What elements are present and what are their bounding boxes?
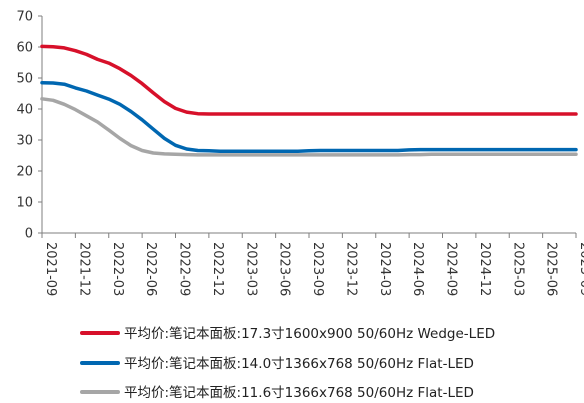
x-tick-label: 2024-03: [377, 242, 392, 296]
x-tick-label: 2021-09: [43, 242, 58, 296]
y-tick-label: 20: [16, 165, 33, 180]
x-tick-label: 2022-09: [177, 242, 192, 296]
x-tick-label: 2024-09: [444, 242, 459, 296]
legend-label-2: 平均价:笔记本面板:14.0寸1366x768 50/60Hz Flat-LED: [124, 356, 474, 372]
x-tick-label: 2022-06: [143, 242, 158, 296]
x-tick-label: 2024-06: [410, 242, 425, 296]
y-tick-label: 10: [16, 196, 33, 211]
x-tick-label: 2025-03: [510, 242, 525, 296]
x-tick-label: 2023-12: [343, 242, 358, 296]
series-line-2: [40, 80, 578, 153]
x-tick-label: 2025-06: [544, 242, 559, 296]
legend-label-1: 平均价:笔记本面板:17.3寸1600x900 50/60Hz Wedge-LE…: [124, 326, 495, 342]
y-tick-label: 40: [16, 103, 33, 118]
x-tick-label: 2025-09: [577, 242, 584, 296]
x-tick-label: 2023-06: [277, 242, 292, 296]
series-layer: [40, 44, 578, 157]
y-tick-label: 50: [16, 72, 33, 87]
y-tick-label: 30: [16, 134, 33, 149]
legend: 平均价:笔记本面板:17.3寸1600x900 50/60Hz Wedge-LE…: [80, 326, 495, 401]
series-line-3: [40, 97, 578, 157]
y-axis: 0 10 20 30 40 50 60 70: [16, 10, 43, 242]
x-tick-label: 2022-03: [110, 242, 125, 296]
x-tick-label: 2022-12: [210, 242, 225, 296]
y-tick-label: 0: [25, 227, 33, 242]
x-tick-label: 2021-12: [76, 242, 91, 296]
legend-label-3: 平均价:笔记本面板:11.6寸1366x768 50/60Hz Flat-LED: [124, 385, 474, 401]
x-tick-label: 2024-12: [477, 242, 492, 296]
x-axis: 2021-09 2021-12 2022-03 2022-06 2022-09 2022-…: [41, 232, 584, 296]
y-tick-label: 60: [16, 41, 33, 56]
x-tick-label: 2023-09: [310, 242, 325, 296]
y-tick-label: 70: [16, 10, 33, 25]
series-line-1: [40, 44, 578, 116]
x-tick-label: 2023-03: [243, 242, 258, 296]
